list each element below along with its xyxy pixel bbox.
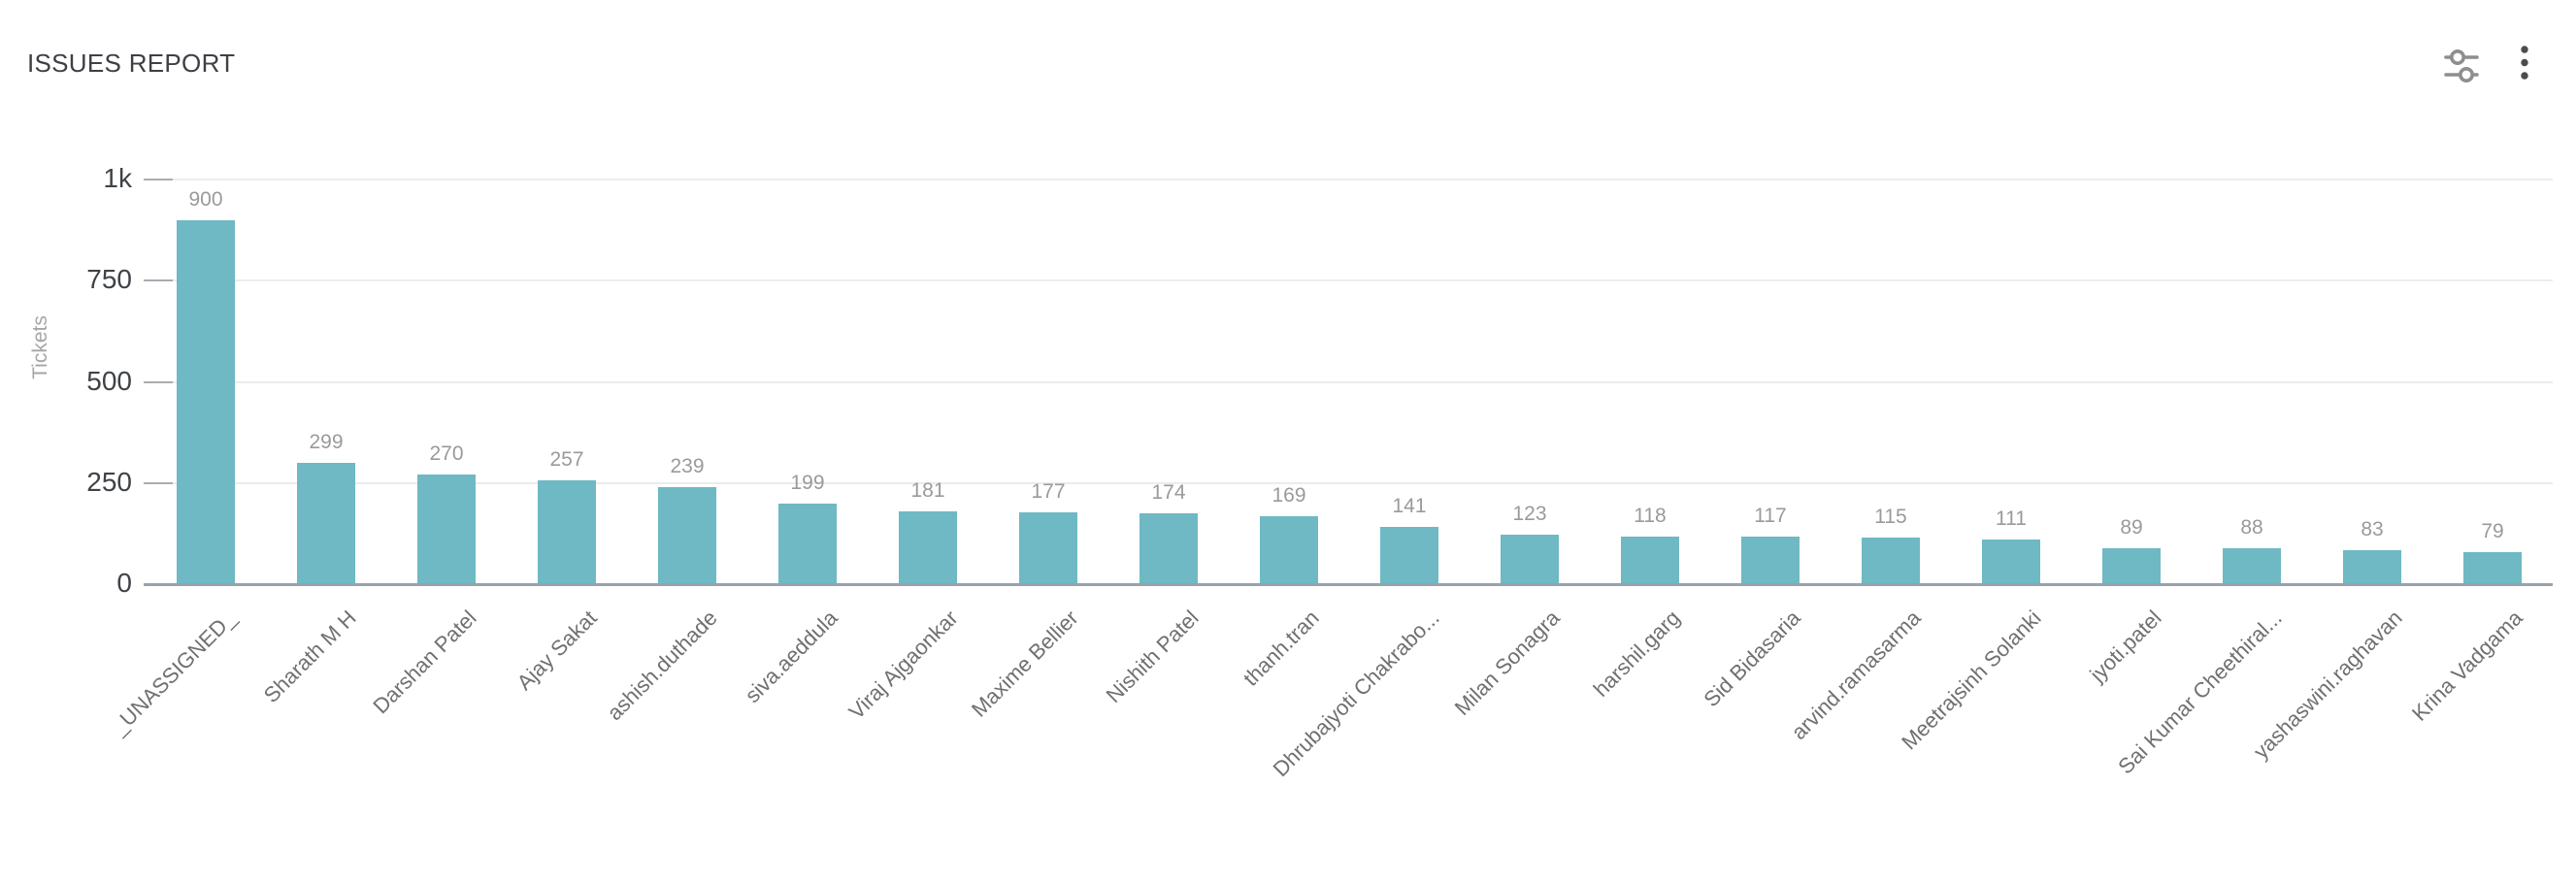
y-axis-tick	[144, 279, 173, 282]
x-axis-category-label: thanh.tran	[1238, 606, 1324, 691]
x-axis-line	[144, 583, 2553, 586]
bar-value-label: 270	[429, 442, 464, 466]
y-gridline	[144, 279, 2553, 282]
x-axis-category-label: harshil.garg	[1588, 606, 1685, 702]
x-axis-category-label: yashaswini.raghavan	[2248, 606, 2407, 764]
x-axis-category-label: Sid Bidasaria	[1699, 606, 1805, 712]
y-axis-tick-label: 500	[86, 365, 132, 396]
x-axis-category-label: Ajay Sakat	[512, 606, 602, 696]
x-axis-category-label: Milan Sonagra	[1449, 606, 1565, 720]
widget-header: ISSUES REPORT	[0, 0, 2576, 97]
y-axis-tick-label: 250	[86, 466, 132, 497]
bar-value-label: 141	[1392, 495, 1427, 518]
chart-bar[interactable]	[1741, 537, 1800, 584]
bar-value-label: 900	[188, 187, 223, 211]
x-axis-category-label: ashish.duthade	[602, 606, 722, 726]
bar-value-label: 79	[2481, 520, 2504, 543]
y-axis-tick	[144, 179, 173, 180]
chart-bar[interactable]	[1019, 512, 1077, 584]
kebab-menu-icon	[2512, 46, 2537, 90]
y-axis-tick-label: 750	[86, 264, 132, 295]
bar-value-label: 181	[910, 478, 945, 502]
chart-bar[interactable]	[2463, 552, 2522, 584]
y-gridline	[144, 380, 2553, 383]
bar-value-label: 169	[1271, 483, 1306, 507]
chart-bar[interactable]	[1621, 536, 1679, 584]
bar-value-label: 118	[1634, 504, 1667, 527]
tune-icon	[2440, 49, 2483, 89]
bar-value-label: 239	[670, 455, 705, 478]
x-axis-category-label: Darshan Patel	[368, 606, 481, 719]
chart-filters-button[interactable]	[2440, 44, 2483, 86]
x-axis-category-label: Maxime Bellier	[966, 606, 1083, 722]
x-axis-category-label: Krina Vadgama	[2406, 606, 2527, 726]
y-axis-tick	[144, 481, 173, 484]
x-axis-category-label: jyoti.patel	[2085, 606, 2166, 687]
x-axis-category-label: siva.aeddula	[740, 606, 842, 708]
y-gridline	[144, 481, 2553, 484]
more-options-button[interactable]	[2512, 41, 2537, 87]
page-title: ISSUES REPORT	[27, 49, 236, 78]
x-axis-category-label: arvind.ramasarma	[1786, 606, 1926, 745]
chart-bar[interactable]	[1982, 539, 2040, 584]
x-axis-category-label: Sai Kumar Cheethiral...	[2113, 606, 2287, 779]
chart-bar[interactable]	[1862, 538, 1920, 584]
bar-value-label: 174	[1151, 481, 1186, 505]
bar-value-label: 199	[790, 472, 825, 495]
chart-bar[interactable]	[899, 510, 957, 584]
chart-bar[interactable]	[658, 487, 716, 584]
chart-bar[interactable]	[538, 479, 596, 584]
y-axis-tick	[144, 380, 173, 383]
bar-value-label: 111	[1996, 507, 2027, 530]
x-axis-category-label: Meetrajsinh Solanki	[1897, 606, 2046, 755]
bar-value-label: 83	[2361, 518, 2384, 541]
chart-bar[interactable]	[2343, 550, 2401, 584]
chart-bar[interactable]	[417, 475, 476, 584]
bar-value-label: 89	[2120, 515, 2143, 539]
x-axis-category-label: Sharath M H	[258, 606, 361, 708]
y-gridline	[144, 179, 2553, 180]
chart-bar[interactable]	[1139, 513, 1198, 584]
bar-value-label: 117	[1754, 505, 1787, 528]
x-axis-category-label: Viraj Ajgaonkar	[843, 606, 963, 725]
chart-bar[interactable]	[1501, 534, 1559, 584]
chart-bar[interactable]	[2102, 547, 2161, 584]
chart-bar[interactable]	[1260, 515, 1318, 584]
chart-bar[interactable]	[778, 504, 837, 584]
chart-bar[interactable]	[2223, 548, 2281, 584]
chart-bar[interactable]	[1380, 527, 1438, 584]
bar-value-label: 257	[549, 447, 584, 471]
chart-bar[interactable]	[297, 463, 355, 584]
bar-value-label: 299	[309, 431, 344, 454]
x-axis-category-label: Nishith Patel	[1101, 606, 1204, 708]
y-axis-tick-label: 1k	[103, 163, 132, 193]
x-axis-category-label: Dhrubajyoti Chakrabo...	[1268, 606, 1444, 782]
issues-report-bar-chart: Tickets 0 250 500 750 1k 900 _UNASSIGNED_ 299 Sh…	[29, 163, 2553, 781]
bar-value-label: 115	[1874, 506, 1907, 529]
bar-value-label: 177	[1031, 480, 1066, 504]
bar-value-label: 88	[2240, 516, 2263, 540]
chart-bar[interactable]	[177, 219, 235, 584]
bar-value-label: 123	[1512, 502, 1547, 525]
y-axis-tick-label: 0	[116, 568, 132, 598]
